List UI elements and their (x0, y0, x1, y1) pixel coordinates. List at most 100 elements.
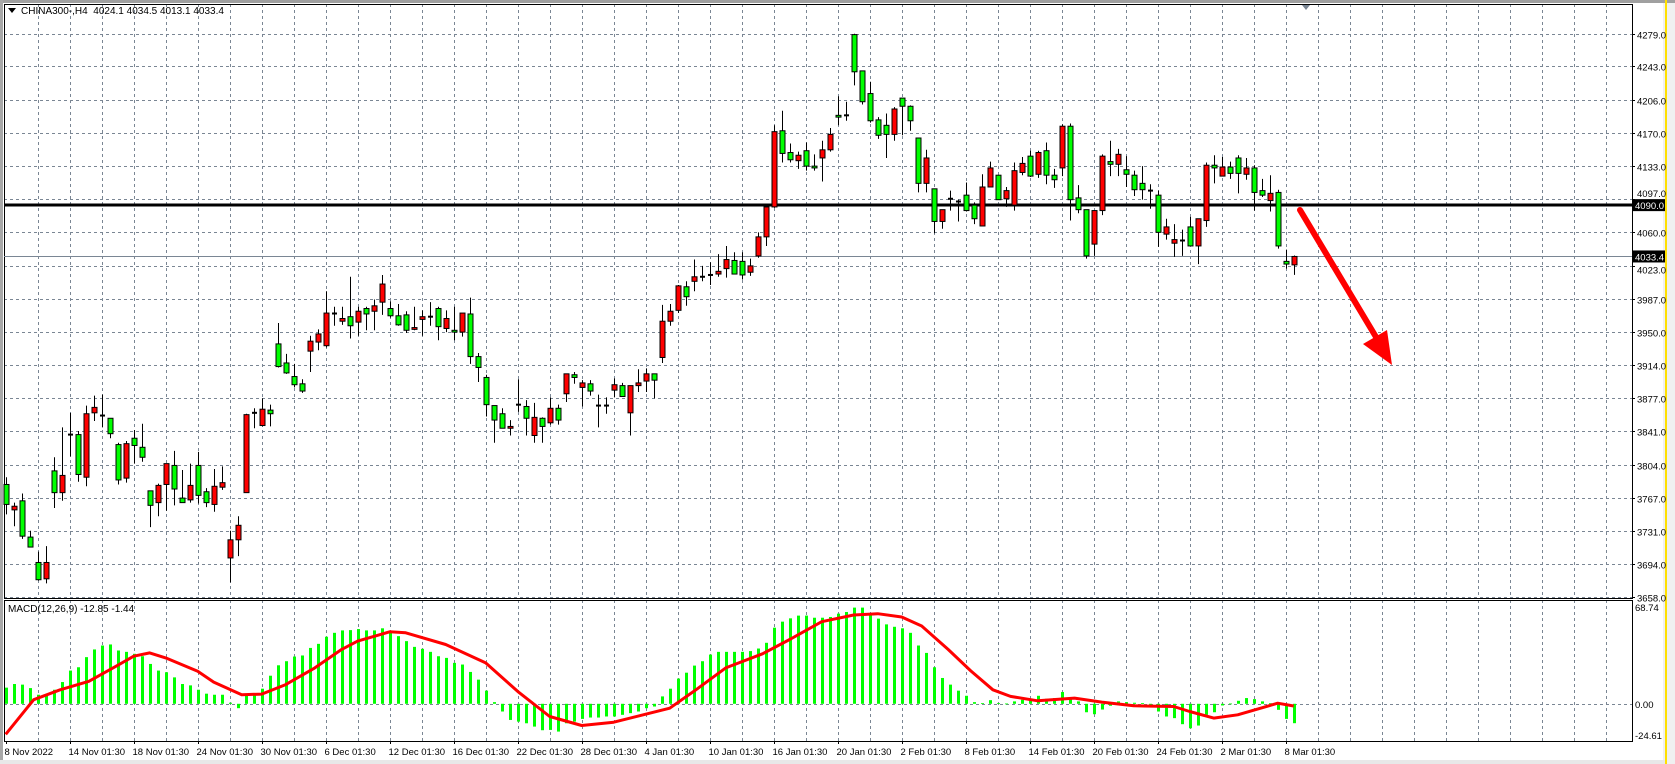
macd-histogram-bar (173, 677, 176, 704)
candle (579, 380, 586, 407)
macd-histogram-bar (1285, 703, 1288, 719)
macd-histogram-bar (1077, 701, 1080, 704)
candle (1035, 150, 1042, 178)
candle (275, 323, 282, 368)
price-axis-label: 4060.0 (1637, 229, 1666, 240)
candle-body (795, 154, 802, 162)
candle (411, 306, 418, 331)
candle-body (1019, 162, 1026, 173)
candle (100, 394, 105, 428)
candle (419, 310, 426, 336)
candle-body (451, 329, 458, 333)
candle-body (971, 204, 978, 220)
candle-body (475, 356, 482, 368)
down-arrow-shaft (1297, 207, 1379, 340)
time-axis-label: 20 Feb 01:30 (1093, 747, 1149, 758)
candle (1251, 165, 1258, 211)
dropdown-triangle-icon[interactable] (8, 8, 16, 13)
macd-histogram-bar (1109, 703, 1112, 706)
candle-body (1067, 125, 1074, 201)
candle (1067, 123, 1074, 221)
macd-histogram-bar (573, 703, 576, 722)
candle-body (491, 405, 498, 421)
window-splitter (1665, 0, 1667, 764)
main-panel-frame (4, 4, 1633, 599)
candle-body (1027, 155, 1034, 177)
candle-body (779, 130, 786, 154)
macd-histogram-bar (917, 645, 920, 704)
macd-histogram-bar (701, 661, 704, 704)
window-left-border (0, 0, 3, 764)
macd-histogram-bar (381, 628, 384, 704)
candle-body (931, 188, 938, 222)
candle (91, 395, 98, 421)
chart-shift-marker-icon (1302, 5, 1310, 10)
candle (787, 143, 794, 163)
candle-body (323, 312, 330, 347)
candle (571, 372, 578, 384)
macd-axis-label: 68.74 (1635, 603, 1659, 614)
candle-body (1139, 182, 1146, 191)
macd-histogram-bar (149, 663, 152, 704)
candle (651, 373, 658, 399)
candle-body (187, 484, 194, 501)
macd-histogram-bar (685, 672, 688, 704)
candle-body (763, 206, 770, 238)
candle-body (875, 119, 882, 136)
candle (883, 113, 890, 158)
macd-histogram-bar (1181, 703, 1184, 725)
candle-body (851, 34, 858, 73)
macd-histogram-bar (669, 688, 672, 704)
macd-histogram-bar (621, 703, 624, 715)
price-axis-label: 4279.0 (1637, 31, 1666, 42)
candle (1131, 170, 1138, 197)
macd-histogram-bar (437, 656, 440, 704)
candle-body (227, 539, 234, 559)
macd-histogram-bar (813, 617, 816, 704)
candle (1155, 190, 1162, 247)
candle (891, 107, 898, 141)
candle (948, 190, 953, 211)
macd-histogram-bar (485, 690, 488, 704)
candle (923, 149, 930, 193)
candle-body (283, 362, 290, 374)
candle-body (307, 340, 314, 352)
macd-histogram-bar (981, 703, 984, 704)
candle-body (3, 483, 10, 505)
candle (1227, 161, 1234, 179)
candle (1107, 140, 1114, 177)
candle-body (363, 308, 370, 315)
macd-histogram-bar (653, 703, 656, 707)
down-arrow-head-icon (1363, 330, 1392, 365)
candle-body (963, 194, 970, 212)
price-axis-label: 3914.0 (1637, 362, 1666, 373)
candle-body (411, 327, 418, 330)
candle (531, 402, 538, 443)
macd-histogram-bar (45, 694, 48, 704)
candle-body (1259, 190, 1266, 196)
candle (283, 353, 290, 374)
candle-body (643, 373, 650, 382)
candle (1235, 155, 1242, 194)
macd-histogram-bar (357, 629, 360, 704)
candle (1099, 154, 1106, 216)
candle (1011, 162, 1018, 211)
macd-histogram-bar (533, 703, 536, 727)
macd-histogram-bar (1293, 703, 1296, 724)
candles-group (3, 33, 1298, 584)
candle (1203, 162, 1210, 227)
candle-body (179, 497, 186, 504)
candle-body (235, 524, 242, 541)
candle-body (1115, 153, 1122, 165)
candle-body (291, 376, 298, 386)
time-axis-label: 2 Feb 01:30 (901, 747, 952, 758)
candle-body (731, 259, 738, 275)
macd-histogram-bar (349, 630, 352, 704)
candle (899, 97, 906, 136)
macd-histogram-bar (677, 678, 680, 704)
candle-body (75, 434, 82, 476)
macd-histogram-bar (717, 651, 720, 704)
candle-body (1235, 157, 1242, 174)
candle (1243, 157, 1250, 180)
